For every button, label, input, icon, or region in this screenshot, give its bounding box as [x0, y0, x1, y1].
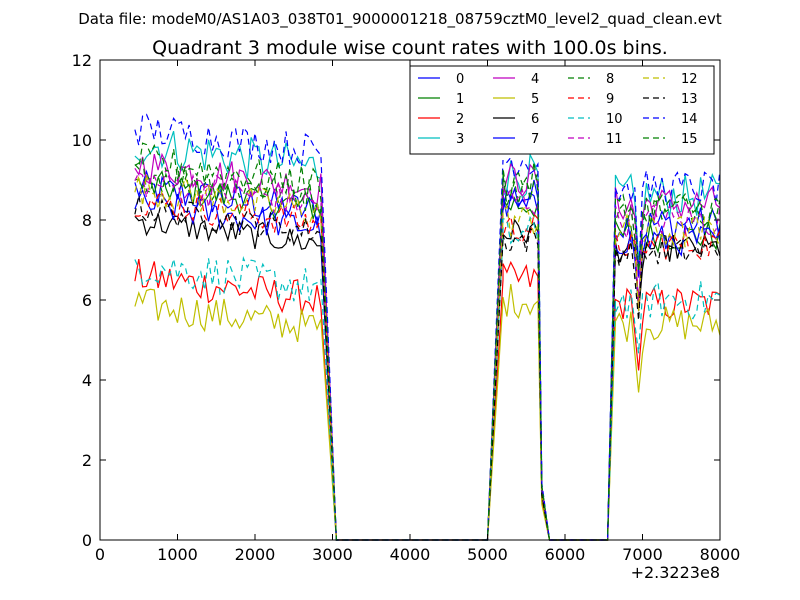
x-offset-label: +2.3223e8 — [631, 563, 720, 582]
series-line-14 — [134, 113, 721, 541]
y-tick-label: 2 — [82, 451, 92, 470]
series-line-3 — [134, 131, 721, 541]
y-tick-label: 8 — [82, 211, 92, 230]
x-tick-label: 1000 — [157, 545, 198, 564]
suptitle: Data file: modeM0/AS1A03_038T01_90000012… — [78, 10, 722, 29]
series-line-9 — [134, 191, 721, 541]
series-line-8 — [134, 157, 721, 541]
x-tick-label: 3000 — [312, 545, 353, 564]
legend-label-14: 14 — [681, 112, 698, 127]
legend-label-15: 15 — [681, 132, 698, 147]
chart-title: Quadrant 3 module wise count rates with … — [152, 37, 668, 59]
x-tick-label: 8000 — [700, 545, 741, 564]
series-line-6 — [134, 213, 721, 541]
x-tick-label: 2000 — [235, 545, 276, 564]
legend-label-8: 8 — [606, 72, 614, 87]
series-line-5 — [134, 284, 721, 541]
y-tick-label: 4 — [82, 371, 92, 390]
series-line-0 — [134, 169, 721, 541]
series-line-11 — [134, 166, 721, 541]
y-tick-label: 12 — [72, 51, 92, 70]
legend-label-4: 4 — [531, 72, 539, 87]
series-line-13 — [134, 195, 721, 541]
legend-label-6: 6 — [531, 112, 539, 127]
series-line-7 — [134, 188, 721, 541]
y-tick-label: 0 — [82, 531, 92, 550]
legend-label-3: 3 — [456, 132, 464, 147]
legend-label-10: 10 — [606, 112, 623, 127]
legend-label-0: 0 — [456, 72, 464, 87]
x-tick-label: 5000 — [467, 545, 508, 564]
legend-box — [409, 65, 715, 155]
legend-label-9: 9 — [606, 92, 614, 107]
legend-label-2: 2 — [456, 112, 464, 127]
x-tick-label: 7000 — [622, 545, 663, 564]
series-line-12 — [134, 174, 721, 541]
series-line-10 — [134, 215, 721, 541]
x-tick-label: 4000 — [390, 545, 431, 564]
y-tick-label: 6 — [82, 291, 92, 310]
legend-label-7: 7 — [531, 132, 539, 147]
legend-label-13: 13 — [681, 92, 698, 107]
x-tick-label: 6000 — [545, 545, 586, 564]
legend-label-5: 5 — [531, 92, 539, 107]
x-tick-label: 0 — [95, 545, 105, 564]
legend-label-12: 12 — [681, 72, 698, 87]
y-tick-label: 10 — [72, 131, 92, 150]
series-line-1 — [134, 170, 721, 541]
legend-label-1: 1 — [456, 92, 464, 107]
series-line-15 — [134, 142, 721, 541]
legend-label-11: 11 — [606, 132, 623, 147]
